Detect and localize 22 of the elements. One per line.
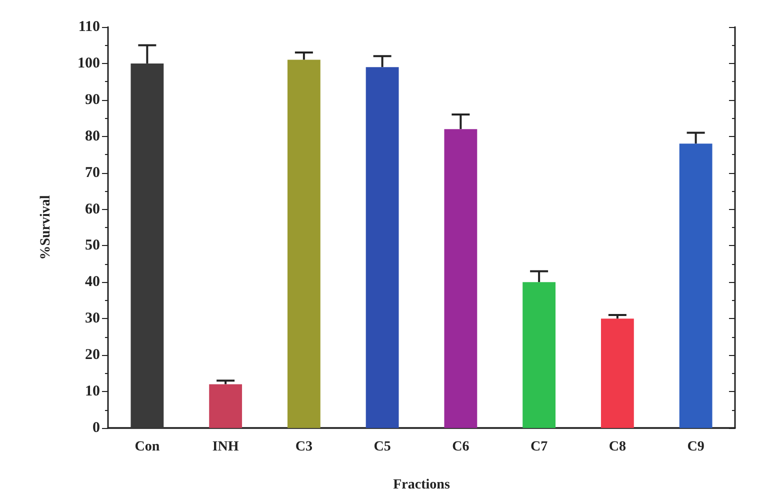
y-axis-title: %Survival <box>38 195 54 260</box>
y-tick-label: 90 <box>85 92 100 108</box>
y-tick-label: 0 <box>92 420 100 436</box>
x-tick-label: C8 <box>608 440 626 454</box>
x-tick-label: C5 <box>374 440 391 454</box>
y-tick-label: 20 <box>85 347 100 364</box>
y-tick-label: 70 <box>85 164 100 181</box>
y-tick-label: 10 <box>85 384 100 400</box>
y-tick-label: 80 <box>85 128 100 144</box>
x-tick-label: C9 <box>687 440 704 454</box>
y-tick-label: 110 <box>78 19 100 35</box>
x-tick-label: Con <box>134 440 160 454</box>
x-tick-label: C6 <box>452 440 470 454</box>
y-tick-label: 30 <box>85 310 100 327</box>
y-tick-label: 50 <box>85 238 100 254</box>
x-tick-label: C3 <box>295 440 312 454</box>
y-tick-label: 40 <box>85 274 100 290</box>
y-tick-label: 100 <box>78 55 100 72</box>
y-tick-label: 60 <box>85 201 100 218</box>
x-tick-label: C7 <box>530 440 548 454</box>
x-axis-title: Fractions <box>393 478 450 492</box>
x-tick-label: INH <box>212 440 239 454</box>
